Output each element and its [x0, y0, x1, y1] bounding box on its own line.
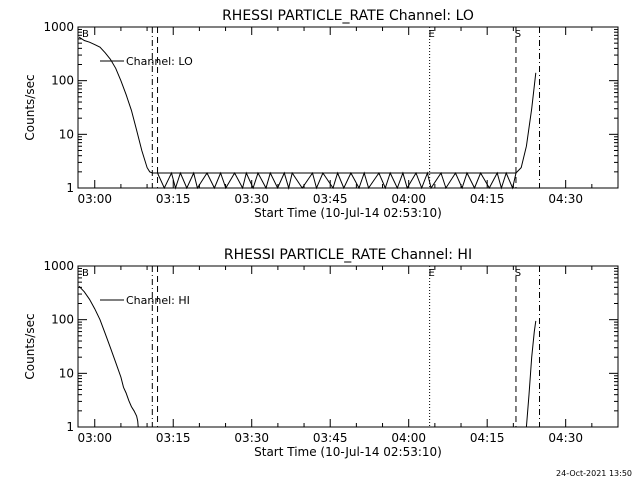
- panel-1-x-tick-label: 03:30: [234, 192, 269, 206]
- panel-2-x-tick-label: 04:00: [391, 431, 426, 445]
- panel-2-x-tick-label: 03:00: [77, 431, 112, 445]
- panel-2-x-tick-label: 03:15: [156, 431, 191, 445]
- panel-2-series-line: [78, 285, 537, 428]
- panel-2-plot-frame: [77, 265, 619, 428]
- panel-1-title: RHESSI PARTICLE_RATE Channel: LO: [222, 8, 474, 24]
- panel-1-x-tick-label: 04:15: [470, 192, 505, 206]
- panel-2-corner-label: B: [82, 268, 89, 279]
- panel-2-y-axis-label: Counts/sec: [23, 313, 37, 379]
- panel-2-y-tick-label: 100: [51, 313, 74, 327]
- panel-2-marker-label-E: E: [428, 268, 434, 279]
- panel-1-legend-label: Channel: LO: [126, 55, 193, 68]
- footer-timestamp: 24-Oct-2021 13:50: [556, 469, 632, 478]
- panel-1-y-tick-label: 100: [51, 74, 74, 88]
- panel-2-x-tick-label: 04:30: [548, 431, 583, 445]
- panel-1-y-tick-label: 10: [59, 127, 74, 141]
- panel-2-x-tick-label: 04:15: [470, 431, 505, 445]
- panel-2-y-tick-label: 1: [66, 420, 74, 434]
- panel-1-x-tick-label: 03:15: [156, 192, 191, 206]
- panel-1-series-noise: [157, 171, 517, 190]
- panel-1-marker-label-S: S: [515, 29, 521, 40]
- panel-1-x-tick-label: 03:45: [313, 192, 348, 206]
- panel-1-y-tick-label: 1000: [43, 20, 74, 34]
- panel-2-x-axis-label: Start Time (10-Jul-14 02:53:10): [254, 445, 442, 459]
- panel-1-plot-frame: [77, 26, 619, 189]
- panel-1-x-tick-label: 04:00: [391, 192, 426, 206]
- panel-2-title: RHESSI PARTICLE_RATE Channel: HI: [224, 247, 472, 263]
- panel-2-legend-label: Channel: HI: [126, 294, 190, 307]
- panel-2-marker-label-S: S: [515, 268, 521, 279]
- panel-1-series-line: [78, 36, 537, 174]
- panel-2-x-tick-label: 03:45: [313, 431, 348, 445]
- panel-1-x-axis-label: Start Time (10-Jul-14 02:53:10): [254, 206, 442, 220]
- panel-2-y-tick-label: 10: [59, 366, 74, 380]
- panel-1-y-axis-label: Counts/sec: [23, 74, 37, 140]
- panel-1-x-tick-label: 03:00: [77, 192, 112, 206]
- panel-1-corner-label: B: [82, 29, 89, 40]
- panel-2-x-tick-label: 03:30: [234, 431, 269, 445]
- panel-1-x-tick-label: 04:30: [548, 192, 583, 206]
- panel-1-y-tick-label: 1: [66, 181, 74, 195]
- panel-2-y-tick-label: 1000: [43, 259, 74, 273]
- panel-1-marker-label-E: E: [428, 29, 434, 40]
